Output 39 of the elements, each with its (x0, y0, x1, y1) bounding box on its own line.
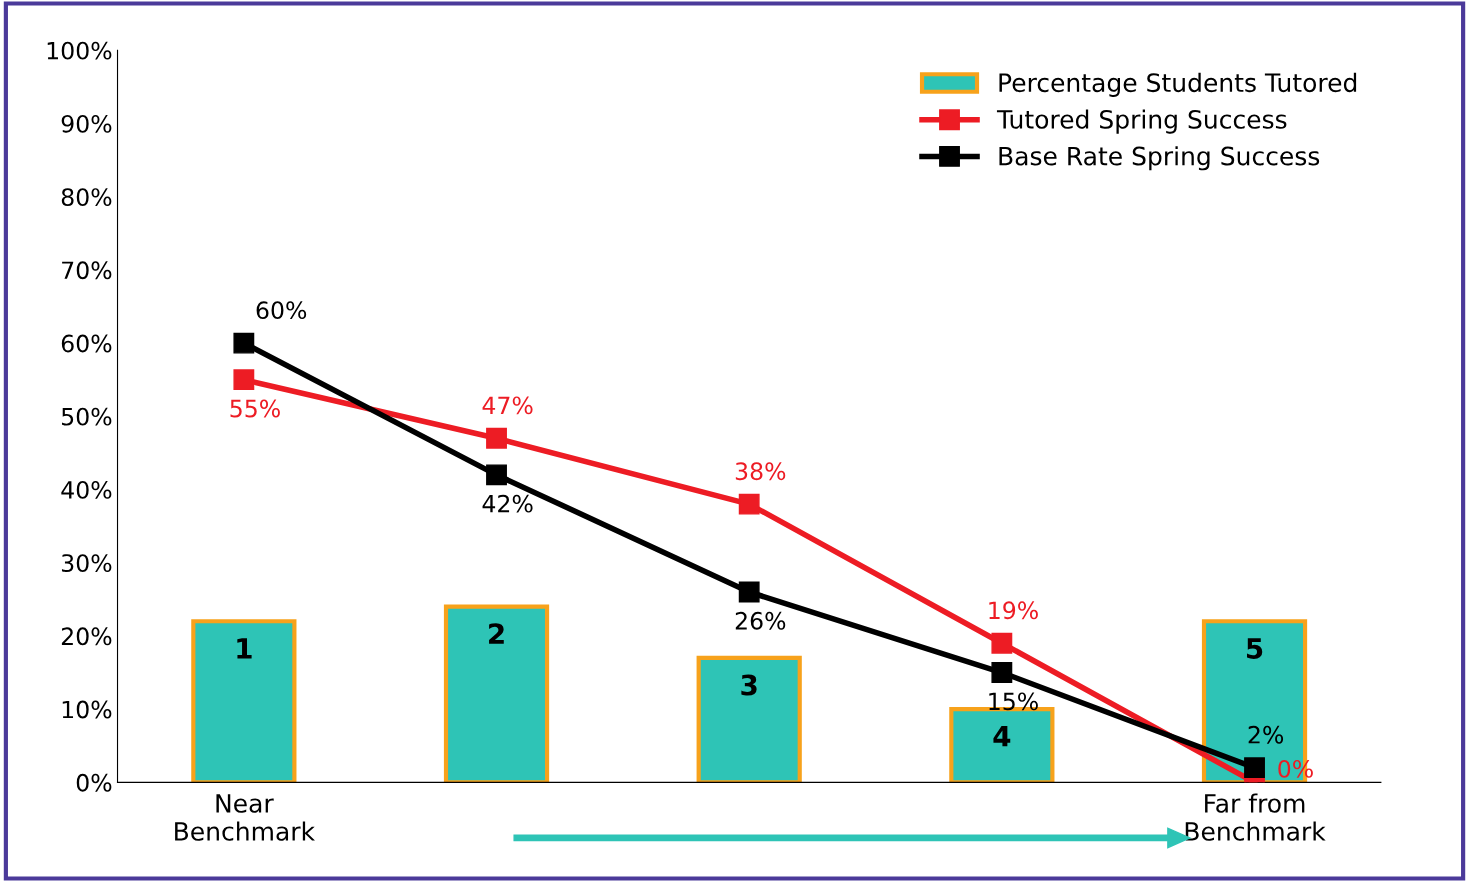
data-label: 42% (482, 494, 533, 513)
y-tick-label: 90% (61, 114, 112, 133)
data-label: 26% (735, 611, 786, 630)
legend-label: Percentage Students Tutored (999, 72, 1357, 97)
data-label: 60% (256, 301, 307, 320)
annotation: 4 (993, 726, 1011, 747)
point (486, 464, 507, 486)
y-tick-label: 10% (62, 700, 112, 719)
legend-label: Tutored Spring Success (996, 109, 1287, 134)
point (991, 632, 1013, 654)
point (738, 581, 760, 603)
point (991, 662, 1013, 683)
x-tick-label: Near Benchmark (175, 794, 315, 841)
data-label: 38% (735, 462, 786, 481)
data-label: 47% (482, 396, 533, 415)
y-tick-label: 50% (62, 407, 112, 426)
point (738, 493, 760, 515)
data-label: 55% (230, 399, 280, 418)
x-tick-label: Far from Benchmark (1185, 793, 1326, 841)
y-tick-label: 70% (62, 261, 112, 280)
data-label: 19% (989, 601, 1038, 620)
y-tick-label: 20% (61, 627, 112, 646)
point (233, 369, 255, 391)
y-tick-label: 60% (61, 334, 112, 353)
data-label: 2% (1248, 725, 1284, 744)
y-tick-label: 0% (76, 773, 112, 792)
point (486, 427, 507, 449)
y-tick-label: 30% (61, 554, 112, 573)
point (233, 332, 255, 354)
annotation: 5 (1247, 638, 1263, 659)
annotation: 2 (489, 623, 504, 644)
annotation: 1 (237, 638, 252, 659)
legend-label: Base Rate Spring Success (999, 146, 1320, 171)
y-tick-label: 40% (61, 480, 112, 499)
point (1244, 757, 1265, 779)
annotation: 3 (741, 674, 757, 696)
y-tick-label: 80% (61, 188, 112, 206)
data-label: 15% (989, 692, 1038, 711)
y-tick-label: 100% (47, 41, 112, 60)
